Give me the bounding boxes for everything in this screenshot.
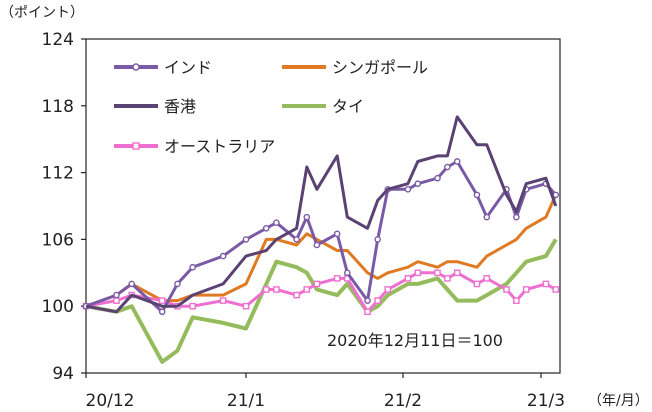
data-point (374, 297, 381, 304)
legend-item-2: 香港 (114, 97, 196, 116)
data-point (333, 230, 341, 238)
data-point (542, 280, 550, 288)
data-point (483, 213, 491, 221)
data-point (189, 302, 196, 310)
data-point (333, 275, 341, 282)
y-unit-label: （ポイント） (0, 5, 84, 21)
data-point (313, 241, 321, 249)
data-point (364, 297, 371, 304)
legend-item-3: タイ (282, 97, 364, 116)
data-point (303, 213, 311, 221)
data-point (293, 236, 300, 243)
data-point (414, 269, 422, 277)
y-tick-label: 106 (42, 230, 74, 250)
data-point (174, 280, 181, 288)
x-unit-label: （年/月） (588, 393, 649, 409)
data-point (364, 308, 371, 316)
data-point (444, 163, 451, 171)
data-point (434, 174, 441, 182)
data-point (453, 158, 461, 165)
data-point (513, 297, 520, 304)
data-point (158, 297, 166, 304)
series-0 (82, 158, 560, 316)
data-point (434, 269, 441, 277)
data-point (242, 302, 250, 310)
data-point (453, 269, 461, 277)
data-point (503, 286, 510, 293)
legend-label: シンガポール (332, 58, 428, 77)
x-tick-label: 20/12 (86, 391, 135, 411)
legend-label: インド (164, 58, 212, 77)
legend-label: タイ (332, 97, 364, 116)
data-point (313, 280, 321, 288)
data-point (262, 224, 270, 232)
legend-label: オーストラリア (164, 137, 275, 156)
series-line (85, 115, 558, 314)
legend-marker (132, 142, 140, 150)
data-point (158, 308, 166, 316)
data-point (483, 275, 491, 282)
data-point (189, 263, 196, 271)
data-point (343, 269, 351, 277)
data-point (414, 180, 422, 188)
legend-item-1: シンガポール (282, 58, 428, 77)
series-2 (85, 115, 558, 314)
y-tick-label: 94 (52, 364, 74, 384)
legend-item-4: オーストラリア (114, 137, 275, 156)
y-tick-label: 100 (42, 297, 74, 317)
data-point (444, 275, 451, 282)
data-point (219, 252, 227, 260)
baseline-annotation: 2020年12月11日＝100 (327, 331, 503, 350)
data-point (404, 185, 412, 193)
y-tick-label: 112 (42, 164, 74, 184)
data-point (374, 236, 381, 243)
data-point (384, 286, 392, 293)
legend-item-0: インド (114, 58, 212, 77)
data-point (303, 286, 311, 293)
data-point (113, 291, 120, 299)
data-point (219, 297, 227, 304)
x-tick-label: 21/2 (384, 391, 422, 411)
data-point (293, 291, 300, 299)
plot-area (85, 38, 561, 374)
series-line (85, 160, 557, 314)
legend-marker (132, 63, 140, 71)
data-point (273, 219, 280, 226)
x-tick-label: 21/1 (227, 391, 265, 411)
legend-label: 香港 (164, 97, 196, 116)
data-point (242, 236, 250, 243)
data-point (473, 191, 481, 199)
data-point (473, 280, 481, 288)
data-point (113, 297, 120, 304)
x-tick-label: 21/3 (527, 391, 565, 411)
data-point (404, 275, 412, 282)
y-tick-label: 118 (42, 97, 74, 117)
y-tick-label: 124 (42, 30, 74, 50)
data-point (128, 280, 136, 288)
data-point (522, 286, 530, 293)
data-point (513, 213, 520, 221)
data-point (552, 286, 560, 293)
data-point (262, 286, 270, 293)
data-point (273, 286, 280, 293)
